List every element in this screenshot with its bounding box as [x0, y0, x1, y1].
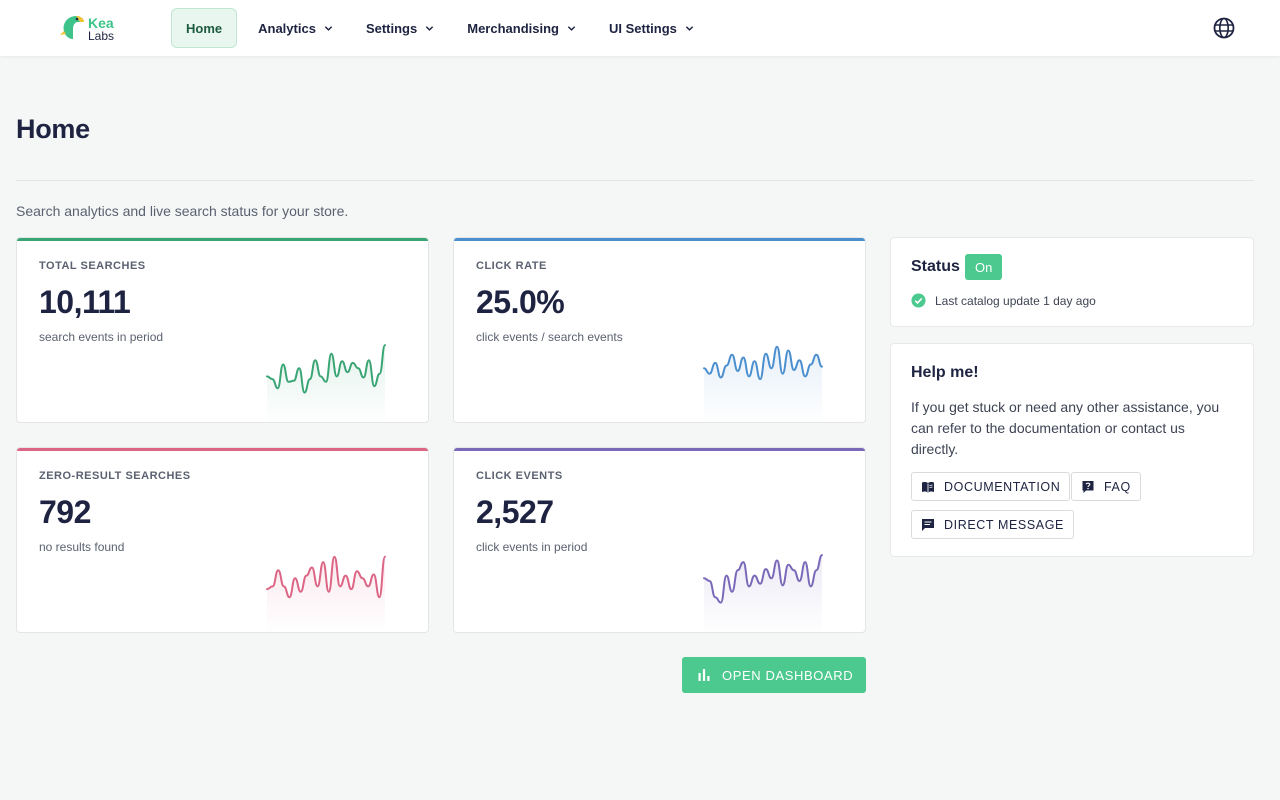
sparkline-area	[267, 345, 385, 422]
open-dashboard-button[interactable]: OPEN DASHBOARD	[682, 657, 866, 693]
faq-label: FAQ	[1104, 479, 1131, 494]
sparkline-line	[266, 555, 386, 599]
sparkline-line	[703, 345, 823, 381]
sparkline-area	[704, 346, 822, 422]
metric-description: click events in period	[476, 540, 588, 554]
nav-analytics[interactable]: Analytics	[246, 8, 345, 48]
card-accent-bar	[17, 238, 428, 241]
metric-card-total-searches: TOTAL SEARCHES 10,111 search events in p…	[16, 237, 429, 423]
metric-label: ZERO-RESULT SEARCHES	[39, 470, 191, 482]
status-badge: On	[965, 254, 1003, 280]
brand-logo[interactable]: Kea Labs	[60, 13, 120, 45]
chevron-down-icon	[426, 25, 434, 31]
chevron-down-icon	[567, 25, 576, 31]
page-title: Home	[16, 114, 90, 144]
faq-button[interactable]: FAQ	[1071, 472, 1141, 501]
chevron-down-icon	[324, 25, 333, 31]
metric-card-click-rate: CLICK RATE 25.0% click events / search e…	[453, 237, 866, 423]
nav-label: Analytics	[258, 20, 316, 36]
direct-message-button[interactable]: DIRECT MESSAGE	[911, 510, 1074, 539]
metric-label: CLICK RATE	[476, 260, 547, 272]
metric-description: search events in period	[39, 330, 164, 344]
help-title: Help me!	[911, 364, 979, 381]
metric-description: no results found	[39, 540, 125, 554]
brand-name-top: Kea	[88, 15, 114, 31]
card-accent-bar	[454, 238, 865, 241]
direct-message-label: DIRECT MESSAGE	[944, 517, 1064, 532]
catalog-update-status: Last catalog update 1 day ago	[911, 293, 1096, 308]
sparkline-chart	[266, 344, 386, 422]
metric-label: CLICK EVENTS	[476, 470, 563, 482]
metric-card-click-events: CLICK EVENTS 2,527 click events in perio…	[453, 447, 866, 633]
sparkline-chart	[703, 345, 823, 422]
brand-name-bottom: Labs	[88, 29, 115, 43]
metric-value: 792	[39, 494, 91, 530]
open-dashboard-label: OPEN DASHBOARD	[722, 667, 854, 683]
title-divider	[16, 180, 1254, 181]
chat-icon	[922, 518, 934, 531]
documentation-label: DOCUMENTATION	[944, 479, 1061, 494]
sparkline-chart	[703, 554, 823, 632]
status-message: Last catalog update 1 day ago	[935, 293, 1096, 308]
metric-description: click events / search events	[476, 330, 623, 344]
nav-merchandising[interactable]: Merchandising	[455, 8, 588, 48]
metric-value: 2,527	[476, 494, 554, 530]
check-circle-icon	[911, 293, 926, 308]
page-subtitle: Search analytics and live search status …	[16, 203, 349, 219]
question-icon	[1082, 480, 1094, 493]
book-icon	[922, 481, 934, 492]
sparkline-line	[266, 344, 386, 394]
metric-card-zero-result-searches: ZERO-RESULT SEARCHES 792 no results foun…	[16, 447, 429, 633]
bar-chart-icon	[698, 669, 710, 681]
card-accent-bar	[454, 448, 865, 451]
nav-label: Merchandising	[467, 20, 559, 36]
metric-value: 10,111	[39, 284, 131, 320]
card-accent-bar	[17, 448, 428, 451]
help-panel: Help me! If you get stuck or need any ot…	[890, 343, 1254, 557]
parrot-logo-icon	[60, 16, 84, 39]
nav-label: Settings	[365, 20, 418, 36]
metric-label: TOTAL SEARCHES	[39, 260, 146, 272]
documentation-button[interactable]: DOCUMENTATION	[911, 472, 1071, 501]
globe-icon[interactable]	[1212, 16, 1236, 40]
status-title: Status	[911, 258, 960, 275]
status-panel: Status On Last catalog update 1 day ago	[890, 237, 1254, 327]
nav-ui-settings[interactable]: UI Settings	[597, 8, 706, 48]
nav-label: UI Settings	[608, 20, 677, 36]
sparkline-chart	[266, 555, 386, 632]
main-nav: Home Analytics Settings Merchandising UI…	[171, 8, 715, 48]
sparkline-line	[703, 554, 823, 604]
nav-settings[interactable]: Settings	[354, 8, 446, 48]
chevron-down-icon	[685, 25, 694, 31]
metric-value: 25.0%	[476, 284, 565, 320]
nav-label: Home	[186, 20, 223, 36]
top-navigation-bar: Kea Labs Home Analytics Settings Merchan…	[0, 0, 1280, 56]
help-text: If you get stuck or need any other assis…	[911, 399, 1220, 457]
nav-home[interactable]: Home	[171, 8, 238, 48]
sparkline-area	[704, 555, 822, 632]
